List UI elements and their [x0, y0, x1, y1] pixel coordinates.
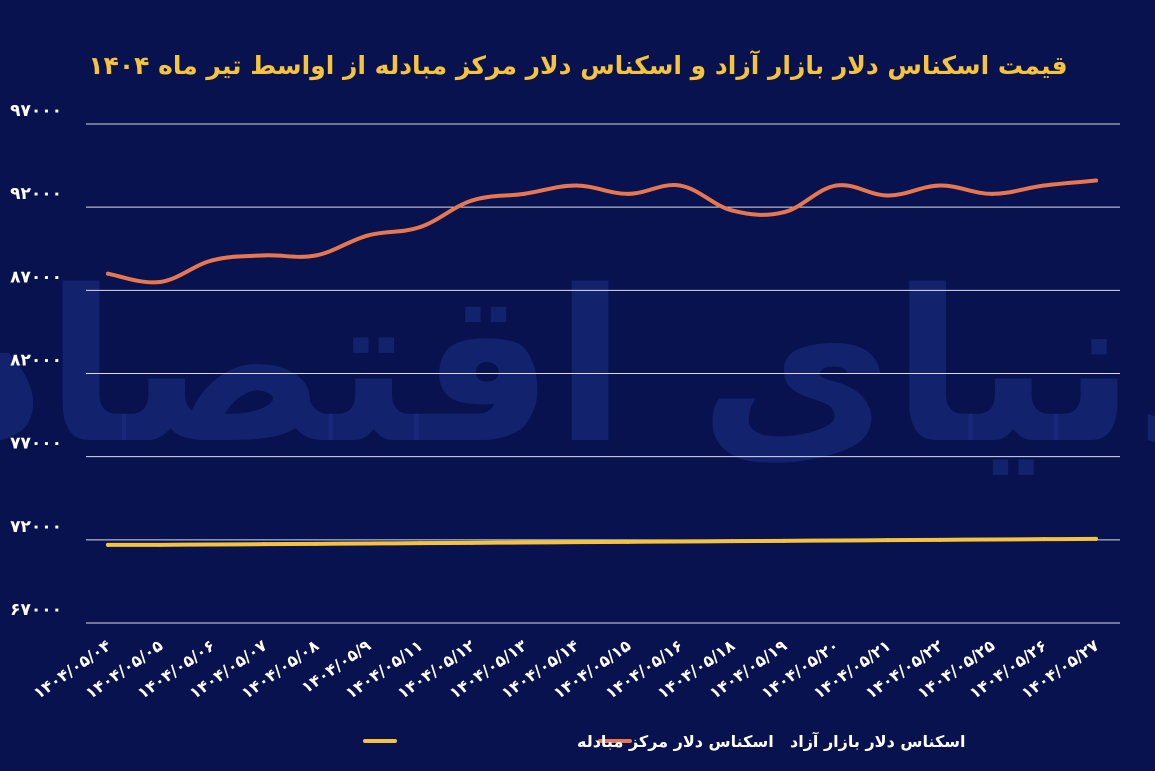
data-point: [158, 280, 162, 285]
data-point: [1042, 537, 1046, 542]
data-point: [418, 541, 422, 546]
series-line-1: [106, 536, 1098, 547]
data-point: [314, 541, 318, 546]
data-point: [886, 538, 890, 543]
y-tick-label: ۸۷۰۰۰: [10, 267, 62, 287]
y-tick-label: ۹۷۰۰۰: [10, 101, 62, 121]
data-point: [1042, 183, 1046, 188]
data-point: [990, 191, 994, 196]
data-point: [782, 210, 786, 215]
data-point: [834, 538, 838, 543]
y-tick-label: ۸۲۰۰۰: [10, 351, 62, 371]
legend-label: اسکناس دلار بازار آزاد: [790, 731, 966, 751]
data-point: [834, 183, 838, 188]
data-point: [106, 271, 110, 276]
data-point: [1094, 536, 1098, 541]
data-point: [522, 191, 526, 196]
data-point: [314, 253, 318, 258]
data-point: [574, 183, 578, 188]
data-point: [574, 540, 578, 545]
data-point: [782, 538, 786, 543]
data-point: [938, 183, 942, 188]
data-point: [106, 542, 110, 547]
legend-label: اسکناس دلار مرکز مبادله: [577, 732, 774, 751]
data-point: [158, 542, 162, 547]
data-point: [522, 540, 526, 545]
data-point: [678, 539, 682, 544]
data-point: [1094, 178, 1098, 183]
data-point: [262, 253, 266, 258]
data-point: [366, 541, 370, 546]
data-point: [210, 258, 214, 263]
data-point: [886, 193, 890, 198]
data-point: [730, 539, 734, 544]
data-point: [210, 542, 214, 547]
data-point: [262, 542, 266, 547]
data-point: [678, 183, 682, 188]
data-point: [938, 537, 942, 542]
data-point: [730, 208, 734, 213]
series-line-0: [106, 178, 1098, 285]
data-point: [470, 198, 474, 203]
chart-title: قیمت اسکناس دلار بازار آزاد و اسکناس دلا…: [88, 50, 1067, 81]
data-point: [366, 233, 370, 238]
y-tick-label: ۹۲۰۰۰: [10, 184, 62, 204]
watermark: دنیای اقتصاد: [0, 245, 1155, 490]
y-tick-label: ۶۷۰۰۰: [10, 600, 62, 620]
data-point: [990, 537, 994, 542]
data-point: [626, 191, 630, 196]
data-point: [626, 539, 630, 544]
data-point: [470, 540, 474, 545]
data-point: [418, 225, 422, 230]
y-tick-label: ۷۲۰۰۰: [10, 517, 62, 537]
y-tick-label: ۷۷۰۰۰: [10, 434, 62, 454]
